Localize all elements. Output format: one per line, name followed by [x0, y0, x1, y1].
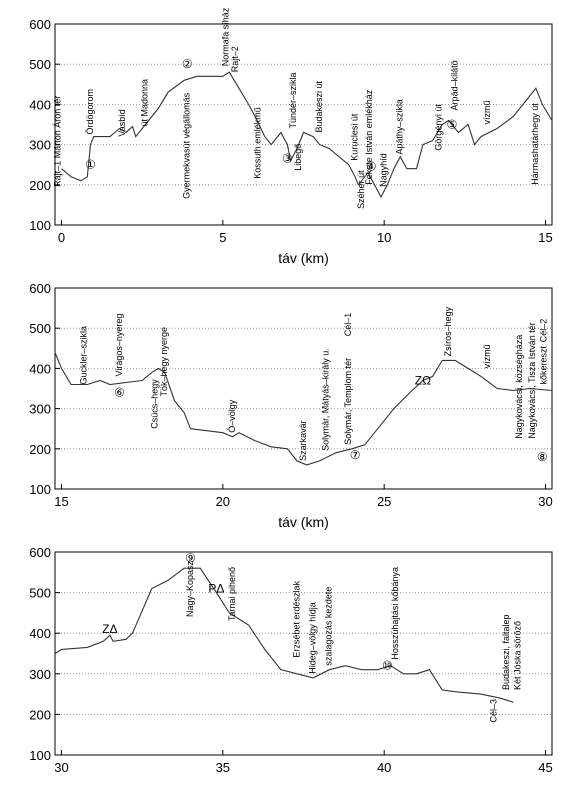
x-tick-label: 15	[54, 494, 68, 509]
marker-label: ⑤	[447, 118, 458, 132]
place-label: Guckler–szikla	[78, 326, 88, 385]
marker-label: ⑧	[537, 450, 548, 464]
x-tick-label: 30	[54, 760, 68, 775]
y-tick-label: 100	[29, 748, 51, 763]
place-label: Tök–hegy nyerge	[159, 327, 169, 397]
x-tick-label: 0	[58, 230, 65, 245]
place-label: Két Jóska söröző	[512, 621, 522, 690]
marker-label: PΔ	[208, 582, 224, 596]
place-label: Görgényi út	[433, 104, 443, 151]
y-tick-label: 500	[29, 321, 51, 336]
y-tick-label: 300	[29, 138, 51, 153]
place-label: Nagyhíd	[379, 153, 389, 187]
place-label: Solymár, Mátyás–király u.	[320, 348, 330, 451]
y-tick-label: 400	[29, 361, 51, 376]
place-label: Nagykovácsi, Tisza István tér	[527, 322, 537, 439]
y-tick-label: 400	[29, 626, 51, 641]
y-tick-label: 600	[29, 545, 51, 560]
plot-frame	[54, 287, 553, 490]
x-axis-label: táv (km)	[278, 250, 329, 266]
y-tick-label: 500	[29, 57, 51, 72]
place-label: Cél–2	[538, 319, 548, 343]
place-label: Nagy–Kopasz	[185, 560, 195, 617]
elevation-line	[61, 71, 553, 199]
place-label: Ó–völgy	[227, 399, 237, 433]
place-label: Rajt–1 Márton Áron tér	[53, 96, 63, 187]
marker-label: ①	[85, 158, 96, 172]
place-label: Vasbíd	[117, 109, 127, 136]
place-label: Libegő	[293, 144, 303, 171]
place-label: Hideg–völgy hídja	[308, 602, 318, 674]
place-label: Ördögorom	[85, 89, 95, 135]
x-axis-label: táv (km)	[278, 514, 329, 530]
x-tick-label: 20	[216, 494, 230, 509]
place-label: Csúcs–hegy	[149, 379, 159, 429]
place-label: Erzsébet erdészlak	[291, 581, 301, 658]
place-label: Szarkavár	[298, 420, 308, 461]
marker-label: ④	[366, 160, 377, 174]
marker-label: ⑨	[185, 551, 196, 565]
y-tick-label: 600	[29, 17, 51, 32]
place-label: Gyermekvasút végállomás	[182, 92, 192, 199]
place-label: Cél–1	[343, 313, 353, 337]
place-label: kőkereszt	[538, 345, 548, 384]
marker-label: ③	[282, 152, 293, 166]
y-tick-label: 400	[29, 97, 51, 112]
place-label: Zsíros–hegy	[443, 306, 453, 356]
place-label: Rajt–2	[230, 46, 240, 72]
x-tick-label: 25	[377, 494, 391, 509]
place-label: Kuruclesi út	[350, 113, 360, 161]
y-tick-label: 600	[29, 281, 51, 296]
place-label: Fekete István emlékház	[364, 89, 374, 185]
y-tick-label: 500	[29, 586, 51, 601]
y-tick-label: 300	[29, 667, 51, 682]
place-label: Hosszúhajtási kőbánya	[390, 567, 400, 660]
plot-frame	[54, 23, 553, 226]
marker-label: ②	[182, 57, 193, 71]
marker-label: ZΔ	[102, 622, 117, 636]
x-tick-label: 5	[219, 230, 226, 245]
y-tick-label: 200	[29, 178, 51, 193]
y-tick-label: 200	[29, 707, 51, 722]
place-label: Budakeszi, faltalep	[501, 614, 511, 690]
place-label: Normafa síház	[220, 7, 230, 66]
place-label: Budakeszi út	[314, 81, 324, 133]
place-label: Solymár, Templom tér	[343, 358, 353, 445]
marker-label: ⑥	[114, 386, 125, 400]
marker-label: ⑦	[350, 448, 361, 462]
place-label: szalagozás kezdete	[324, 587, 334, 666]
x-tick-label: 10	[377, 230, 391, 245]
marker-label: ⑩	[382, 659, 393, 673]
x-tick-label: 35	[216, 760, 230, 775]
plot-frame	[54, 551, 553, 756]
elevation-line	[54, 352, 553, 466]
x-tick-label: 15	[538, 230, 552, 245]
y-tick-label: 200	[29, 442, 51, 457]
place-label: Széher út	[356, 170, 366, 209]
place-label: vízmű	[482, 100, 492, 124]
place-label: Nagykovácsi, községháza	[514, 335, 524, 439]
x-tick-label: 45	[538, 760, 552, 775]
place-label: Tarnai pihenő	[227, 567, 237, 621]
place-label: út Madonna	[140, 79, 150, 127]
marker-label: ZΩ	[415, 373, 431, 387]
elevation-line	[54, 567, 514, 703]
y-tick-label: 100	[29, 218, 51, 233]
x-tick-label: 40	[377, 760, 391, 775]
place-label: Árpád–kilátó	[450, 60, 460, 110]
place-label: vízmű	[482, 344, 492, 368]
y-tick-label: 100	[29, 482, 51, 497]
place-label: Hármashatárhegy út	[530, 103, 540, 185]
place-label: Cél–3	[488, 699, 498, 723]
x-tick-label: 30	[538, 494, 552, 509]
place-label: Kossuth emlékmű	[253, 107, 263, 179]
place-label: Tündér–szikla	[288, 72, 298, 128]
place-label: Virágos–nyereg	[114, 314, 124, 377]
y-tick-label: 300	[29, 402, 51, 417]
place-label: Apáthy–szikla	[395, 99, 405, 155]
